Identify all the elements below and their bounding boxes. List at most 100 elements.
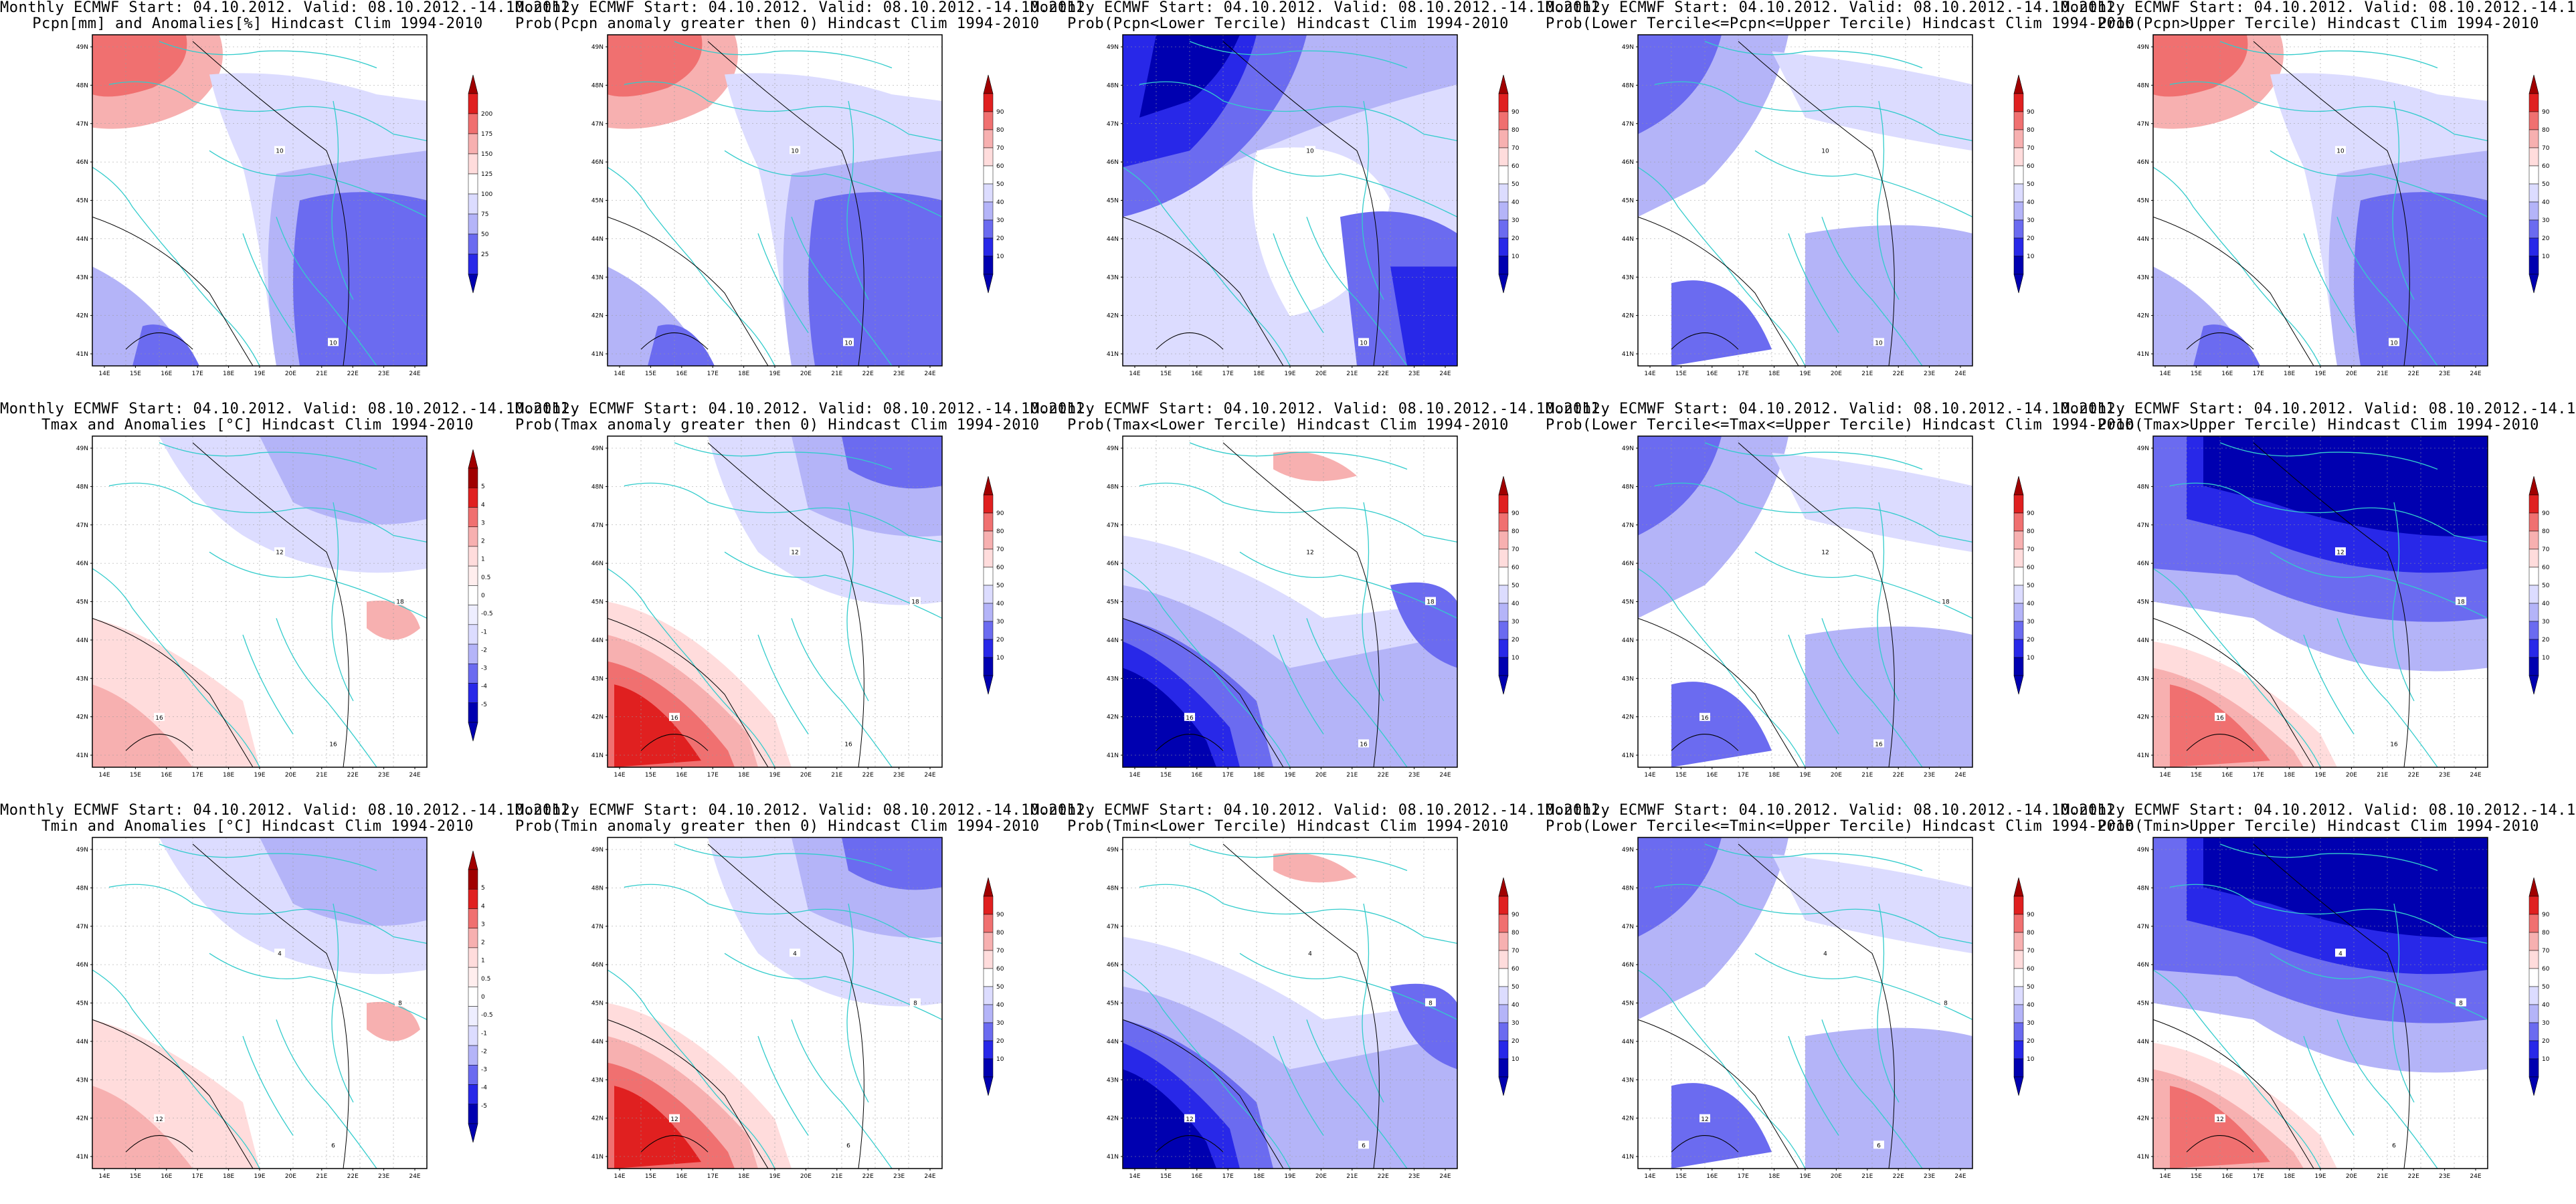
latitude-label: 43N xyxy=(1622,274,1634,281)
latitude-label: 46N xyxy=(591,962,604,969)
colorbar-tick-label: 10 xyxy=(996,655,1004,662)
coastline-border xyxy=(1123,969,1291,1169)
longitude-label: 14E xyxy=(2159,772,2171,779)
latitude-label: 48N xyxy=(1107,82,1119,89)
longitude-label: 17E xyxy=(1738,1173,1749,1180)
colorbar-tick-label: 50 xyxy=(481,231,489,238)
longitude-label: 23E xyxy=(1408,1173,1420,1180)
coastline-border xyxy=(624,884,942,944)
longitude-label: 23E xyxy=(1924,772,1935,779)
contour-label: 10 xyxy=(1875,340,1883,346)
longitude-label: 22E xyxy=(347,772,359,779)
colorbar-tick-label: 90 xyxy=(2027,912,2035,918)
colorbar-tick-label: 70 xyxy=(996,145,1004,152)
longitude-label: 20E xyxy=(1315,1173,1327,1180)
longitude-label: 16E xyxy=(676,371,687,377)
colorbar-tick-label: 10 xyxy=(2542,254,2550,260)
anomaly-region xyxy=(1671,280,1772,366)
contour-label: 8 xyxy=(1429,1001,1433,1007)
colorbar-tick-label: 50 xyxy=(1511,984,1520,991)
contour-label: 16 xyxy=(1875,741,1883,748)
colorbar-tick-label: 5 xyxy=(481,885,485,892)
colorbar-tick-label: 90 xyxy=(2542,510,2550,517)
colorbar-tick-label: 0 xyxy=(481,994,485,1001)
map-fill-layer: 10 10 xyxy=(2153,35,2488,366)
coastline-border xyxy=(608,969,775,1169)
longitude-label: 18E xyxy=(738,371,749,377)
colorbar-tick-label: 70 xyxy=(2027,546,2035,553)
coastline-border xyxy=(1654,482,1972,543)
map-panel: Monthly ECMWF Start: 04.10.2012. Valid: … xyxy=(2061,401,2576,803)
longitude-label: 14E xyxy=(98,1173,110,1180)
colorbar-tick-label: 80 xyxy=(2027,528,2035,535)
colorbar-tick-label: 2 xyxy=(481,538,485,545)
latitude-label: 42N xyxy=(76,313,88,320)
contour-label: 16 xyxy=(1186,715,1194,722)
colorbar-tick-label: 4 xyxy=(481,502,485,508)
colorbar: 90 80 70 60 50 40 30 20 10 xyxy=(2528,877,2550,1096)
anomaly-region xyxy=(614,684,701,767)
colorbar-tick-label: 70 xyxy=(996,948,1004,955)
coastline-border xyxy=(1754,952,1972,1020)
coastline-border xyxy=(1754,551,1972,619)
contour-label: 18 xyxy=(1942,599,1950,606)
coastline-border xyxy=(724,952,942,1020)
latitude-label: 42N xyxy=(76,714,88,721)
longitude-label: 20E xyxy=(800,371,812,377)
climatology-contour xyxy=(1638,617,1799,767)
map-panel: Monthly ECMWF Start: 04.10.2012. Valid: … xyxy=(1030,401,1609,803)
coastline-border xyxy=(108,884,427,944)
map-fill-layer: 12 16 18 16 xyxy=(1123,436,1457,767)
panel-title-line2: Prob(Lower Tercile<=Pcpn<=Upper Tercile)… xyxy=(1546,15,2134,32)
colorbar-tick-label: 40 xyxy=(2027,1002,2035,1009)
coastline-border xyxy=(757,634,809,734)
latitude-label: 45N xyxy=(591,1001,604,1007)
latitude-label: 46N xyxy=(76,561,88,567)
map-svg: 4 6 8 12 41N 42N 43N 44N 45N 46N 47N 48N 49N 14E 15E 16… xyxy=(1107,837,1520,1180)
colorbar-tick-label: 90 xyxy=(996,510,1004,517)
longitude-label: 19E xyxy=(1799,1173,1811,1180)
latitude-label: 47N xyxy=(1107,121,1119,128)
latitude-label: 44N xyxy=(591,1039,604,1045)
coastline-border xyxy=(1821,217,1923,366)
colorbar-tick-label: 40 xyxy=(996,601,1004,607)
contour-label: 12 xyxy=(1306,549,1313,556)
panel-title-line2: Prob(Pcpn<Lower Tercile) Hindcast Clim 1… xyxy=(1067,15,1509,32)
longitude-label: 24E xyxy=(409,371,420,377)
colorbar: 90 80 70 60 50 40 30 20 10 xyxy=(1498,476,1520,695)
longitude-label: 14E xyxy=(1644,371,1655,377)
map-fill-layer: 10 10 xyxy=(1638,35,1972,366)
climatology-contour xyxy=(2253,41,2410,366)
colorbar-tick-label: 20 xyxy=(1511,235,1520,242)
coastline-border xyxy=(1123,167,1291,366)
longitude-label: 23E xyxy=(378,371,389,377)
coastline-border xyxy=(1239,150,1457,217)
climatology-contour xyxy=(1222,41,1380,366)
map-fill-layer: 10 10 xyxy=(608,35,942,366)
latitude-label: 42N xyxy=(591,714,604,721)
colorbar-tick-label: 90 xyxy=(996,912,1004,918)
climatology-contour xyxy=(640,332,709,350)
colorbar: 90 80 70 60 50 40 30 20 10 xyxy=(983,877,1004,1096)
colorbar-tick-label: 200 xyxy=(481,111,492,118)
colorbar-tick-label: 20 xyxy=(2027,1038,2035,1045)
longitude-label: 24E xyxy=(1439,371,1451,377)
longitude-label: 22E xyxy=(862,371,874,377)
coastline-border xyxy=(724,551,942,619)
longitude-label: 20E xyxy=(2346,772,2357,779)
latitude-label: 46N xyxy=(76,159,88,166)
longitude-label: 24E xyxy=(1954,371,1966,377)
anomaly-region xyxy=(2193,324,2260,366)
latitude-label: 45N xyxy=(1622,198,1634,205)
coastline-border xyxy=(1273,1035,1324,1136)
coastline-border xyxy=(276,217,377,366)
panel-title-line1: Monthly ECMWF Start: 04.10.2012. Valid: … xyxy=(2061,0,2576,16)
climatology-contour xyxy=(2153,617,2314,767)
coastline-border xyxy=(209,150,427,217)
climatology-contour xyxy=(92,1019,254,1169)
climatology-contour xyxy=(125,332,193,350)
map-fill-layer: 4 6 8 12 xyxy=(608,837,942,1169)
map-svg: 12 16 18 16 41N 42N 43N 44N 45N 46N 47N 48N 49N 14E 15… xyxy=(2137,435,2550,779)
panel-title-line2: Tmin and Anomalies [°C] Hindcast Clim 19… xyxy=(41,818,474,835)
latitude-label: 47N xyxy=(591,121,604,128)
